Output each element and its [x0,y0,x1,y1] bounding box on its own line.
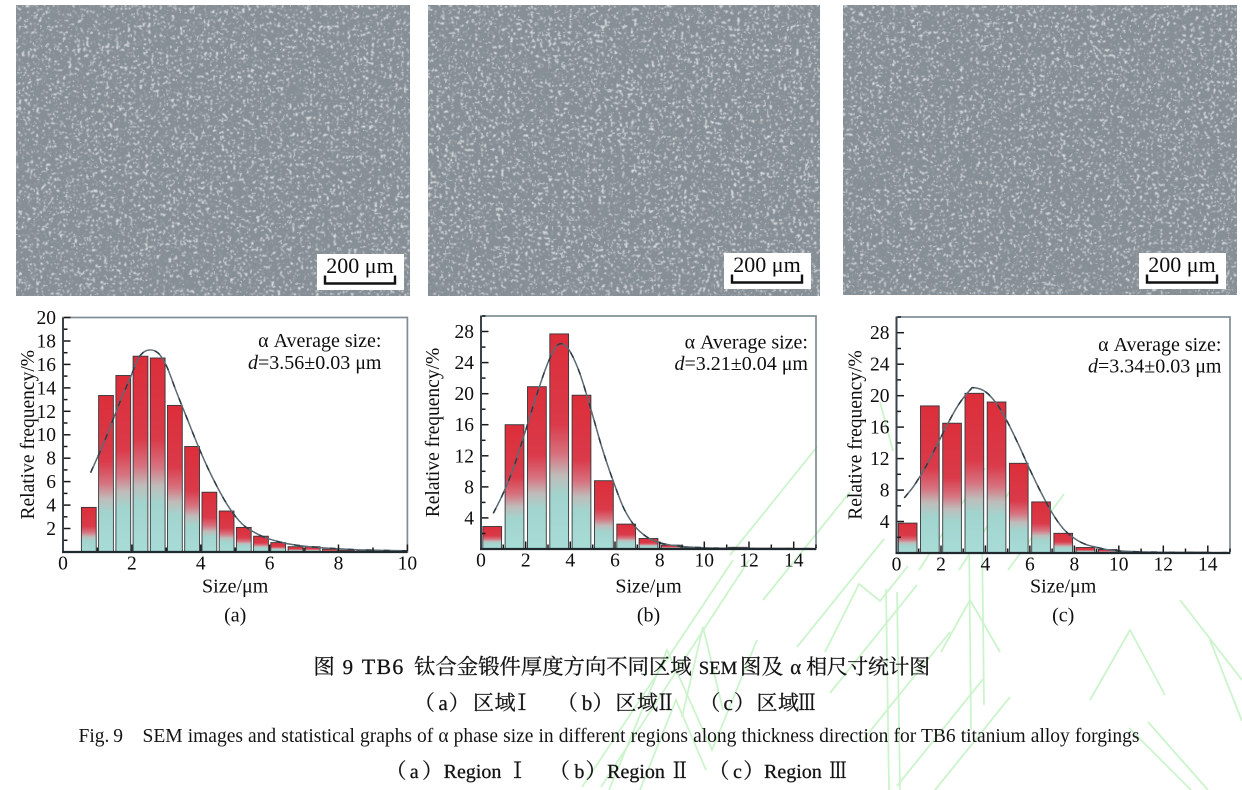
svg-text:4: 4 [46,496,56,517]
svg-text:d=3.34±0.03 μm: d=3.34±0.03 μm [1088,356,1222,378]
svg-text:200 μm: 200 μm [733,252,800,277]
svg-text:Size/μm: Size/μm [615,576,682,598]
svg-text:16: 16 [870,418,890,439]
svg-text:200 μm: 200 μm [1148,252,1215,277]
svg-text:12: 12 [1154,555,1174,576]
svg-text:8: 8 [655,551,665,572]
svg-text:4: 4 [196,554,206,575]
svg-text:12: 12 [455,446,475,467]
svg-text:16: 16 [455,415,475,436]
svg-text:Size/μm: Size/μm [1030,576,1097,598]
svg-text:6: 6 [265,554,275,575]
svg-text:Relative frequency/%: Relative frequency/% [423,348,444,517]
svg-text:6: 6 [1025,555,1035,576]
svg-text:18: 18 [37,332,57,353]
svg-text:8: 8 [46,449,56,470]
svg-text:8: 8 [1070,555,1080,576]
svg-text:6: 6 [46,472,56,493]
svg-text:28: 28 [870,323,890,344]
svg-text:28: 28 [455,322,475,343]
svg-text:10: 10 [1109,555,1129,576]
svg-text:14: 14 [37,378,57,399]
svg-text:4: 4 [464,508,474,529]
svg-text:8: 8 [464,477,474,498]
svg-text:α Average size:: α Average size: [1098,334,1221,356]
svg-text:(b): (b) [637,605,660,627]
svg-text:0: 0 [58,554,68,575]
svg-text:2: 2 [46,519,56,540]
svg-text:α Average size:: α Average size: [685,332,808,354]
svg-text:d=3.21±0.04 μm: d=3.21±0.04 μm [674,353,808,375]
svg-text:12: 12 [739,551,759,572]
svg-text:Relative frequency/%: Relative frequency/% [18,350,39,519]
svg-text:2: 2 [521,551,531,572]
svg-text:d=3.56±0.03 μm: d=3.56±0.03 μm [248,352,382,374]
svg-text:0: 0 [892,555,902,576]
svg-text:20: 20 [870,386,890,407]
svg-text:12: 12 [870,449,890,470]
svg-text:6: 6 [610,551,620,572]
svg-text:24: 24 [870,355,890,376]
svg-text:24: 24 [455,353,475,374]
svg-text:2: 2 [127,554,137,575]
svg-text:200 μm: 200 μm [326,253,393,278]
svg-text:14: 14 [1198,555,1218,576]
svg-text:8: 8 [334,554,344,575]
svg-text:8: 8 [880,481,890,502]
svg-text:(a): (a) [224,605,246,627]
svg-text:20: 20 [37,308,57,329]
svg-text:4: 4 [565,551,575,572]
svg-text:0: 0 [476,551,486,572]
svg-text:Size/μm: Size/μm [202,576,269,598]
svg-text:4: 4 [981,555,991,576]
svg-text:10: 10 [37,425,57,446]
svg-text:10: 10 [398,554,418,575]
svg-text:α Average size:: α Average size: [258,330,381,352]
svg-text:16: 16 [37,355,57,376]
svg-text:10: 10 [695,551,715,572]
svg-text:4: 4 [880,512,890,533]
svg-text:12: 12 [37,402,57,423]
svg-text:2: 2 [936,555,946,576]
svg-text:Relative frequency/%: Relative frequency/% [846,350,867,519]
svg-text:14: 14 [784,551,804,572]
svg-text:(c): (c) [1052,605,1074,627]
svg-text:20: 20 [455,384,475,405]
